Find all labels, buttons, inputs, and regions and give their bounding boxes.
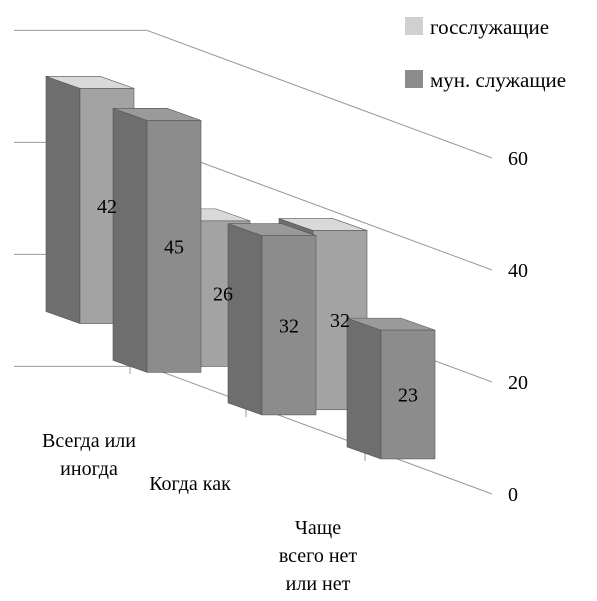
- category-label: Чаще всего нет или нет: [279, 517, 358, 595]
- bar-мун. служащие-0: [112, 107, 202, 373]
- legend-label-gosluzhashchie: госслужащие: [430, 15, 549, 39]
- y-tick-label: 20: [508, 372, 528, 394]
- legend-swatch-gosluzhashchie: [405, 17, 423, 35]
- legend-swatch-mun-sluzhashchie: [405, 70, 423, 88]
- data-label: 42: [97, 196, 117, 218]
- data-label: 45: [164, 236, 184, 258]
- y-axis-ticks: 0 20 40 60: [508, 148, 528, 506]
- bars: [45, 75, 436, 460]
- y-tick-label: 60: [508, 148, 528, 170]
- grid-line: [14, 29, 493, 159]
- y-tick-label: 40: [508, 260, 528, 282]
- category-labels: Всегда или иногда Когда как Чаще всего нет ил…: [42, 430, 357, 595]
- bar-мун. служащие-2: [346, 317, 436, 460]
- y-tick-label: 0: [508, 484, 518, 506]
- legend: госслужащие мун. служащие: [405, 15, 566, 92]
- data-label: 32: [330, 310, 350, 332]
- category-label: Всегда или иногда: [42, 430, 136, 480]
- category-label: Когда как: [149, 473, 231, 495]
- data-label: 23: [398, 385, 418, 407]
- data-labels: 42 26 45 32 32 23: [97, 196, 418, 407]
- legend-label-mun-sluzhashchie: мун. служащие: [430, 68, 566, 92]
- bar-мун. служащие-1: [227, 223, 317, 416]
- data-label: 26: [213, 284, 233, 306]
- data-label: 32: [279, 315, 299, 337]
